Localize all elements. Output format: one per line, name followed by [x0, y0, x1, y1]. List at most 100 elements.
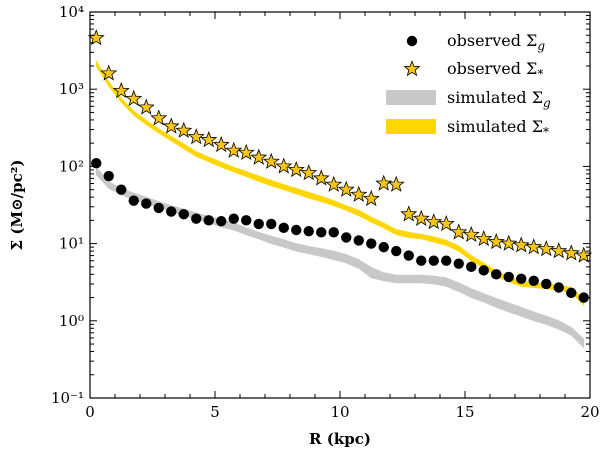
y-tick-label: 10⁴ — [59, 3, 84, 21]
data-point-circle — [141, 198, 152, 209]
data-point-star — [525, 238, 543, 255]
legend-patch — [386, 119, 436, 134]
data-point-star — [237, 143, 255, 161]
data-point-star — [475, 229, 493, 247]
x-tick-label: 0 — [85, 403, 95, 421]
data-point-circle — [253, 218, 264, 230]
data-point-star — [400, 205, 418, 222]
data-point-star — [250, 148, 268, 165]
data-point-star — [375, 174, 393, 191]
legend-marker-star — [403, 60, 421, 77]
data-point-star — [362, 189, 380, 207]
data-point-star — [275, 157, 293, 174]
data-point-circle — [366, 238, 377, 249]
data-point-circle — [478, 265, 489, 276]
data-point-circle — [428, 255, 439, 266]
data-point-circle — [116, 184, 127, 195]
data-point-circle — [203, 215, 214, 226]
y-tick-label: 10¹ — [59, 235, 84, 253]
data-point-circle — [241, 215, 252, 226]
data-point-star — [287, 160, 305, 178]
data-point-circle — [528, 275, 539, 286]
series-band — [95, 59, 585, 306]
data-point-star — [512, 236, 530, 253]
ticks-layer — [89, 11, 591, 399]
series-layer — [87, 29, 593, 349]
data-point-star — [500, 234, 518, 251]
data-point-star — [337, 180, 355, 197]
legend-marker-circle — [406, 35, 418, 47]
x-tick-label: 15 — [455, 403, 474, 421]
data-point-star — [225, 141, 243, 158]
data-point-circle — [541, 278, 552, 290]
data-point-circle — [341, 232, 352, 243]
data-point-circle — [328, 227, 339, 238]
data-point-circle — [441, 255, 452, 266]
data-point-circle — [228, 213, 239, 224]
data-point-star — [300, 164, 318, 181]
data-point-star — [200, 131, 218, 148]
data-point-circle — [503, 271, 514, 283]
data-point-circle — [91, 158, 102, 169]
data-point-star — [412, 209, 430, 226]
data-point-circle — [166, 206, 177, 217]
y-tick-labels: 10⁻¹ 10⁰ 10¹ 10² 10³ 10⁴ — [51, 3, 84, 407]
data-point-circle — [178, 209, 189, 220]
legend-patch — [386, 90, 436, 105]
data-point-circle — [403, 250, 414, 261]
data-point-star — [187, 128, 205, 145]
data-point-circle — [103, 170, 114, 182]
data-point-star — [162, 117, 180, 134]
data-point-circle — [391, 245, 402, 257]
x-tick-label: 5 — [210, 403, 220, 421]
data-point-star — [100, 64, 118, 81]
data-point-star — [487, 233, 505, 250]
data-point-circle — [553, 282, 564, 293]
series-band — [95, 165, 585, 349]
legend-label: observed Σg — [447, 31, 545, 53]
data-point-circle — [278, 222, 289, 234]
y-tick-label: 10⁰ — [59, 312, 84, 330]
data-point-star — [387, 175, 405, 192]
data-point-star — [137, 98, 155, 115]
data-point-circle — [566, 287, 577, 299]
data-point-star — [212, 135, 230, 153]
y-axis-label: Σ (M⊙/pc²) — [8, 160, 26, 251]
data-point-star — [562, 244, 580, 261]
data-point-star — [462, 225, 480, 243]
data-point-circle — [153, 202, 164, 214]
legend: observed Σg observed Σ* simulated Σg simula… — [386, 31, 551, 139]
data-point-circle — [316, 227, 327, 238]
data-point-circle — [453, 258, 464, 269]
data-point-star — [575, 246, 593, 263]
data-point-circle — [291, 224, 302, 236]
data-point-circle — [191, 213, 202, 224]
data-point-circle — [266, 218, 277, 230]
data-point-circle — [353, 235, 364, 246]
data-point-star — [437, 214, 455, 232]
data-point-star — [350, 185, 368, 202]
data-point-circle — [466, 261, 477, 273]
data-point-star — [150, 109, 168, 126]
data-point-circle — [378, 241, 389, 253]
legend-label: simulated Σ* — [447, 117, 549, 139]
data-point-star — [175, 121, 193, 138]
x-tick-labels: 0 5 10 15 20 — [85, 403, 599, 421]
x-tick-label: 10 — [330, 403, 349, 421]
data-point-star — [450, 223, 468, 240]
data-point-star — [112, 81, 130, 99]
y-tick-label: 10⁻¹ — [51, 389, 84, 407]
data-point-star — [425, 213, 443, 230]
data-point-star — [325, 175, 343, 192]
data-point-star — [550, 242, 568, 259]
data-point-circle — [416, 255, 427, 266]
y-tick-label: 10² — [59, 157, 84, 175]
data-point-circle — [128, 195, 139, 206]
data-point-circle — [578, 292, 589, 303]
data-point-star — [312, 169, 330, 186]
data-point-circle — [216, 216, 227, 227]
data-point-star — [262, 152, 280, 169]
data-point-star — [125, 89, 143, 107]
data-point-circle — [491, 269, 502, 280]
